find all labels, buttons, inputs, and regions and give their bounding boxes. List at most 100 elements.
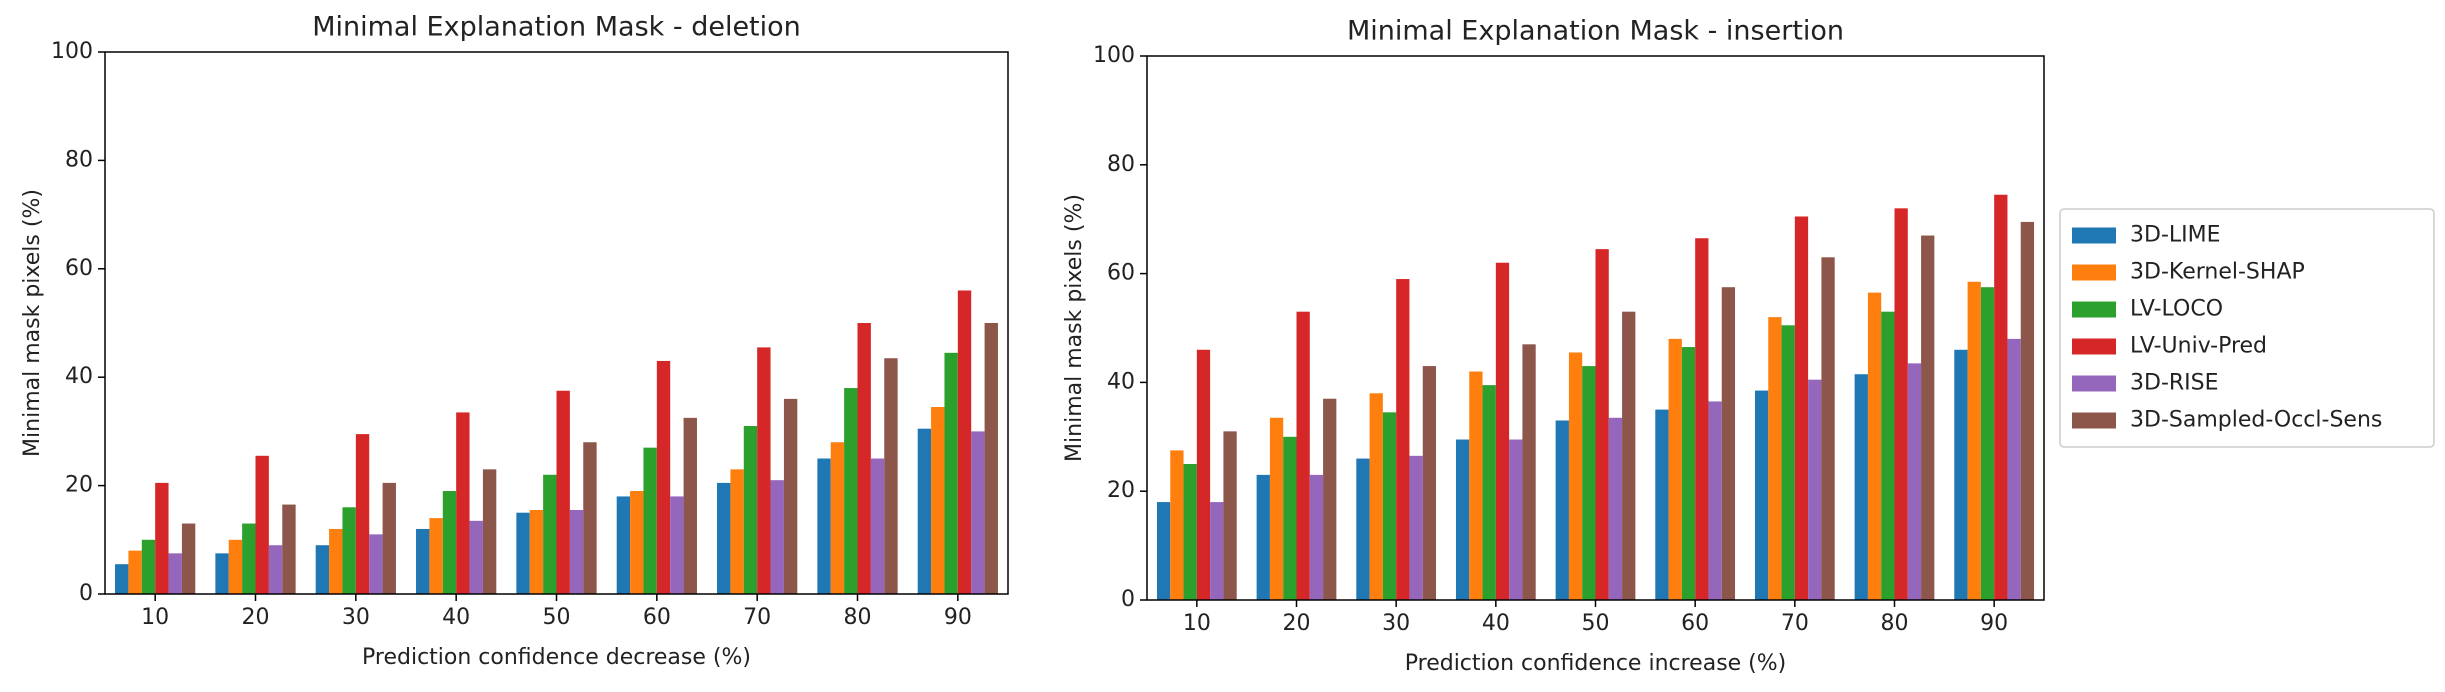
- bar: [1522, 344, 1536, 600]
- bar: [1708, 401, 1722, 600]
- bar: [783, 398, 798, 594]
- bar: [2020, 221, 2035, 601]
- x-tick-label: 60: [1681, 611, 1709, 636]
- legend-swatch: [2072, 227, 2116, 244]
- x-tick-label: 60: [643, 605, 671, 630]
- bar: [1595, 249, 1609, 600]
- bar: [242, 523, 256, 594]
- bar: [1921, 235, 1935, 600]
- legend-label: 3D-Kernel-SHAP: [2130, 260, 2305, 285]
- x-tick-label: 90: [944, 605, 972, 630]
- y-tick-label: 40: [1107, 369, 1135, 394]
- legend-frame: [2059, 208, 2435, 448]
- bar: [1283, 436, 1297, 600]
- bar: [282, 504, 296, 594]
- bar: [844, 388, 858, 594]
- bar: [1409, 455, 1423, 600]
- plot-frame: [104, 51, 1009, 595]
- bar: [944, 352, 958, 594]
- bar: [155, 482, 169, 594]
- bar: [1622, 311, 1636, 600]
- x-tick-label: 40: [1482, 611, 1510, 636]
- bar: [268, 545, 283, 594]
- y-tick-label: 20: [1107, 478, 1135, 503]
- plot-frame: [1146, 55, 2045, 601]
- bar: [757, 347, 771, 594]
- bar: [1655, 409, 1669, 600]
- bar: [1482, 385, 1496, 600]
- bar: [643, 447, 657, 594]
- x-tick-label: 40: [442, 605, 470, 630]
- x-tick-label: 30: [1382, 611, 1410, 636]
- bar: [456, 412, 470, 594]
- bar: [516, 512, 530, 594]
- x-tick-label: 50: [1582, 611, 1610, 636]
- bar: [1210, 502, 1224, 600]
- x-axis-label: Prediction confidence decrease (%): [362, 645, 751, 670]
- x-tick-label: 50: [543, 605, 571, 630]
- bar: [181, 523, 196, 594]
- bar: [329, 528, 343, 594]
- bar: [1356, 458, 1370, 600]
- bar: [1422, 366, 1437, 600]
- bar: [670, 496, 684, 594]
- bar: [730, 469, 744, 594]
- x-axis-label: Prediction confidence increase (%): [1405, 651, 1787, 676]
- bar: [1967, 281, 1981, 600]
- bar: [369, 534, 383, 594]
- bar: [1223, 431, 1237, 600]
- y-tick-label: 60: [65, 256, 93, 281]
- bar: [168, 553, 182, 594]
- bar: [1269, 417, 1284, 600]
- bar: [1867, 292, 1882, 600]
- bar: [1568, 352, 1583, 600]
- legend-swatch: [2072, 412, 2116, 429]
- bar: [616, 496, 631, 594]
- bar: [442, 491, 457, 594]
- bar: [1296, 311, 1310, 600]
- bar: [1608, 417, 1623, 600]
- legend-label: LV-LOCO: [2130, 297, 2223, 322]
- bar: [683, 417, 697, 594]
- bar: [870, 458, 885, 594]
- bar: [1495, 262, 1510, 600]
- y-tick-label: 0: [1121, 587, 1135, 612]
- bar: [1156, 502, 1171, 600]
- bar: [931, 407, 945, 594]
- bar: [315, 545, 330, 594]
- x-tick-label: 70: [1781, 611, 1809, 636]
- bar: [1509, 439, 1523, 600]
- chart: Minimal Explanation Mask - deletion Predi…: [20, 12, 1009, 670]
- bar: [1183, 464, 1197, 600]
- bar: [1794, 216, 1809, 601]
- bar: [656, 360, 671, 594]
- bar: [1980, 287, 1995, 600]
- bar: [141, 539, 156, 594]
- bar: [2007, 338, 2021, 600]
- bar: [971, 431, 985, 594]
- bar: [1907, 363, 1922, 600]
- bar: [717, 482, 731, 594]
- x-tick-label: 90: [1980, 611, 2008, 636]
- bar: [1854, 374, 1868, 600]
- bar: [957, 290, 972, 594]
- bar: [817, 458, 831, 594]
- bar: [1781, 325, 1795, 600]
- bar: [482, 469, 497, 594]
- chart-title: Minimal Explanation Mask - insertion: [1347, 16, 1844, 47]
- bar: [884, 358, 898, 594]
- bar: [382, 482, 396, 594]
- bar: [583, 442, 597, 594]
- bar: [1754, 390, 1769, 600]
- bar: [1821, 257, 1835, 600]
- legend-swatch: [2072, 375, 2116, 392]
- legend-swatch: [2072, 338, 2116, 355]
- bar: [1768, 317, 1782, 600]
- x-tick-label: 10: [1183, 611, 1211, 636]
- bar: [1881, 311, 1895, 600]
- bar: [255, 455, 269, 594]
- legend-label: 3D-Sampled-Occl-Sens: [2130, 408, 2382, 433]
- bar: [857, 323, 871, 594]
- bar: [1954, 349, 1968, 600]
